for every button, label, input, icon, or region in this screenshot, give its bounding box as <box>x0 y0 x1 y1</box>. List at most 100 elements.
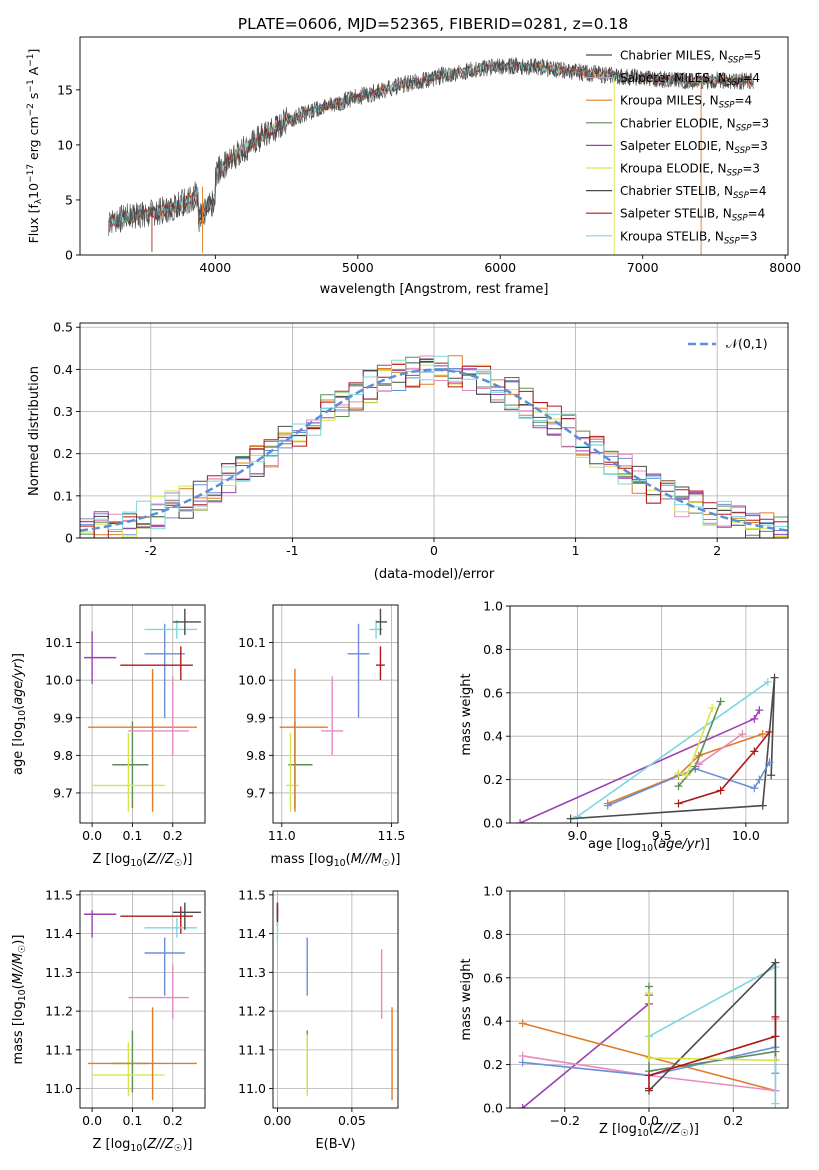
y-tick-label: 0 <box>65 531 73 546</box>
x-tick-label: 0.05 <box>338 1113 366 1128</box>
x-tick-label: 0.0 <box>82 1113 102 1128</box>
y-tick-label: 10.0 <box>238 673 266 688</box>
x-tick-label: 2 <box>713 543 721 558</box>
legend-label: Kroupa ELODIE, NSSP=3 <box>620 162 760 179</box>
residuals-panel: -2 -1 0 1 2 0 0.1 0.2 0.3 0.4 0.5 𝒩(0,1) (data-model… <box>27 320 789 582</box>
y-tick-label: 0.6 <box>483 970 503 985</box>
y-tick-label: 0.3 <box>53 404 73 419</box>
x-tick-label: 0.2 <box>723 1113 743 1128</box>
mass-weight-marker <box>765 758 774 767</box>
y-tick-label: 9.9 <box>53 710 73 725</box>
x-tick-label: 11.0 <box>268 828 296 843</box>
x-axis-label: E(B-V) <box>315 1137 355 1152</box>
y-tick-label: 9.7 <box>53 785 73 800</box>
mass-weight-line <box>698 733 743 766</box>
x-axis-label: age [log10(age/yr)] <box>588 837 710 854</box>
ebv-mass-panel: 0.00 0.05 11.0 11.1 11.2 11.3 11.4 11.5 E(B-V) <box>238 887 399 1152</box>
x-axis-label: mass [log10(M//M☉)] <box>271 852 401 869</box>
mass-weight-marker <box>755 706 764 715</box>
spectrum-series-line <box>108 57 754 236</box>
axes-frame <box>79 604 206 824</box>
mass-weight-marker <box>518 1058 527 1067</box>
legend: Chabrier MILES, NSSP=5 Salpeter MILES, NS… <box>586 49 769 246</box>
mass-weight-marker <box>758 730 767 739</box>
mass-weight-marker <box>767 771 776 780</box>
z-massweight-panel: −0.2 0.0 0.2 0.0 0.2 0.4 0.6 0.8 1.0 Z [log10(Z//… <box>459 884 789 1139</box>
plot-area <box>80 355 788 538</box>
histogram-step <box>80 355 788 538</box>
x-axis-label: wavelength [Angstrom, rest frame] <box>320 282 549 297</box>
x-tick-label: 9.0 <box>567 828 587 843</box>
y-tick-label: 0.2 <box>483 1057 503 1072</box>
x-tick-label: 0.2 <box>163 828 183 843</box>
x-tick-label: 9.5 <box>652 828 672 843</box>
x-axis-label: (data-model)/error <box>374 567 495 582</box>
y-axis-label: Normed distribution <box>27 366 42 496</box>
y-tick-label: 11.2 <box>45 1004 73 1019</box>
mass-weight-line <box>570 677 776 820</box>
mass-weight-marker <box>566 814 575 823</box>
z-age-panel: 0.0 0.1 0.2 9.7 9.8 9.9 10.0 10.1 Z [log10(Z//Z☉… <box>11 604 206 869</box>
y-tick-label: 0.8 <box>483 927 503 942</box>
legend-label: Kroupa STELIB, NSSP=3 <box>620 229 757 246</box>
x-tick-label: 0.00 <box>264 1113 292 1128</box>
x-tick-label: 0 <box>430 543 438 558</box>
mass-weight-marker <box>763 677 772 686</box>
mass-weight-marker <box>738 730 747 739</box>
plot-area <box>84 608 201 812</box>
y-tick-label: 11.4 <box>45 926 73 941</box>
mass-weight-marker <box>603 801 612 810</box>
z-mass-panel: 0.0 0.1 0.2 11.0 11.1 11.2 11.3 11.4 11.5 Z [log1… <box>11 887 206 1154</box>
y-tick-label: 11.0 <box>45 1081 73 1096</box>
y-tick-label: 9.8 <box>246 748 266 763</box>
x-axis-label: Z [log10(Z//Z☉)] <box>92 1137 192 1154</box>
mass-weight-marker <box>674 799 683 808</box>
y-tick-label: 11.5 <box>45 887 73 902</box>
mass-weight-marker <box>716 697 725 706</box>
y-tick-label: 0.6 <box>483 685 503 700</box>
mass-weight-marker <box>758 801 767 810</box>
x-tick-label: −0.2 <box>550 1113 580 1128</box>
y-tick-label: 11.1 <box>238 1042 266 1057</box>
mass-weight-line <box>678 731 771 805</box>
y-axis-label: mass weight <box>459 673 474 755</box>
mass-weight-marker <box>750 714 759 723</box>
x-axis-label: Z [log10(Z//Z☉)] <box>599 1122 699 1139</box>
grid <box>273 605 398 823</box>
y-tick-label: 11.3 <box>238 965 266 980</box>
legend-label: Chabrier ELODIE, NSSP=3 <box>620 116 769 133</box>
y-tick-label: 1.0 <box>483 884 503 899</box>
plot-area <box>516 673 779 823</box>
x-tick-label: 6000 <box>484 260 516 275</box>
y-tick-label: 15 <box>57 82 73 97</box>
y-tick-label: 0.1 <box>53 488 73 503</box>
y-axis-label: mass weight <box>459 958 474 1040</box>
y-tick-label: 0.2 <box>483 772 503 787</box>
mass-weight-marker <box>708 703 717 712</box>
mass-weight-marker <box>518 1019 527 1028</box>
mass-weight-marker <box>645 988 653 997</box>
x-tick-label: 7000 <box>627 260 659 275</box>
mass-weight-marker <box>771 1012 780 1021</box>
axes-frame <box>79 36 789 256</box>
spectrum-panel: 4000 5000 6000 7000 8000 0 5 10 15 wavelength [An… <box>26 36 801 297</box>
y-tick-label: 11.4 <box>238 926 266 941</box>
plot-area <box>108 57 754 255</box>
mass-weight-marker <box>518 1104 527 1108</box>
mass-weight-marker <box>674 782 683 791</box>
mass-weight-marker <box>750 747 759 756</box>
x-tick-label: 0.1 <box>122 1113 142 1128</box>
y-tick-label: 0.4 <box>53 362 73 377</box>
y-tick-label: 11.3 <box>45 965 73 980</box>
mass-weight-marker <box>771 1047 780 1056</box>
x-tick-label: 0.2 <box>163 1113 183 1128</box>
mass-weight-marker <box>771 1056 780 1065</box>
legend-label: Chabrier STELIB, NSSP=4 <box>620 184 767 201</box>
mass-weight-marker <box>573 812 582 821</box>
mass-weight-marker <box>645 1084 653 1093</box>
mass-weight-line <box>576 681 769 818</box>
plot-area <box>84 902 201 1101</box>
mass-weight-marker <box>770 673 779 682</box>
x-axis-label: Z [log10(Z//Z☉)] <box>92 852 192 869</box>
y-axis-label: age [log10(age/yr)] <box>11 653 28 775</box>
